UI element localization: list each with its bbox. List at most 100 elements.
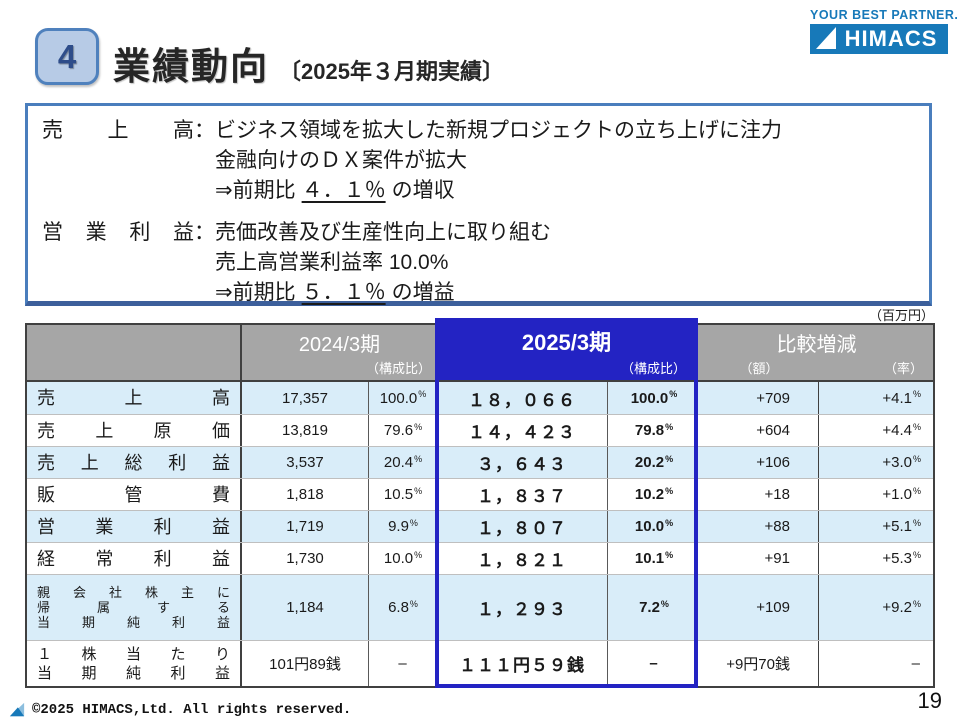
company-logo: YOUR BEST PARTNER. HIMACS [810, 8, 959, 54]
table-row: 営業利益 1,719 9.9% １，８０７ 10.0% +88 +5.1% [27, 510, 933, 542]
cell-diff-rate: +5.3% [818, 543, 933, 574]
cell-diff-rate: – [818, 641, 933, 686]
cell-diff-rate: +4.1% [818, 382, 933, 414]
summary-block-operating-profit: 営業利益：売価改善及び生産性向上に取り組む 売上高営業利益率 10.0% ⇒前期… [28, 218, 929, 308]
cell-diff-rate: +4.4% [818, 415, 933, 446]
page-title: 業績動向 [113, 46, 269, 87]
row-item-label: 当期純利益 [37, 615, 230, 630]
table-row: 販管費 1,818 10.5% １，８３７ 10.2% +18 +1.0% [27, 478, 933, 510]
cell-fy2024-value: 101円89銭 [240, 641, 368, 686]
header-item-blank [27, 325, 240, 380]
table-row: １株当たり 当期純利益 101円89銭 – １１１円５９銭 – +9円70銭 – [27, 640, 933, 686]
cell-diff-rate: +9.2% [818, 575, 933, 640]
cell-fy2024-value: 1,719 [240, 511, 368, 542]
sail-triangle-icon [816, 27, 836, 49]
row-item-label: 売上原価 [37, 420, 230, 441]
cell-fy2024-pct: 9.9% [368, 511, 437, 542]
cell-fy2024-pct: 100.0% [368, 382, 437, 414]
cell-fy2025-value: １，８３７ [477, 487, 567, 506]
cell-fy2025-pct: 10.2% [607, 479, 700, 510]
row-item-label: 帰属する [37, 600, 230, 615]
header-diff-rate: （率） [883, 361, 923, 376]
himacs-logo-icon [9, 702, 25, 717]
summary-line: 金融向けのＤＸ案件が拡大 [215, 149, 467, 172]
summary-highlight-value: ４．１％ [301, 179, 386, 202]
cell-fy2025-pct: 10.1% [607, 543, 700, 574]
summary-highlight-value: ５．１％ [301, 281, 386, 304]
cell-fy2024-pct: 79.6% [368, 415, 437, 446]
summary-box: 売上高 ： ビジネス領域を拡大した新規プロジェクトの立ち上げに注力 金融向けのＤＸ案… [25, 103, 932, 306]
summary-arrow-prefix: ⇒前期比 [215, 179, 296, 202]
cell-diff-amount: +109 [756, 599, 790, 616]
cell-fy2025-value: ３，６４３ [477, 455, 567, 474]
page-title-area: 業績動向 〔2025年３月期実績〕 [113, 36, 504, 90]
page-subtitle: 〔2025年３月期実績〕 [279, 59, 504, 84]
row-item-label: 当期純利益 [37, 664, 230, 682]
row-item-label: 親会社株主に [37, 585, 230, 600]
cell-diff-rate: +1.0% [818, 479, 933, 510]
cell-fy2025-pct: 100.0% [607, 382, 700, 414]
logo-box: HIMACS [810, 24, 948, 54]
cell-fy2024-value: 1,818 [240, 479, 368, 510]
header-fy2024: 2024/3期 （構成比） [240, 325, 437, 380]
summary-block-sales: 売上高：ビジネス領域を拡大した新規プロジェクトの立ち上げに注力 金融向けのＤＸ案… [28, 116, 929, 206]
cell-fy2024-value: 1,730 [240, 543, 368, 574]
cell-fy2024-value: 3,537 [240, 447, 368, 478]
footer: ©2025 HIMACS,Ltd. All rights reserved. [8, 702, 351, 718]
row-item-label: 経常利益 [37, 548, 230, 569]
row-item-label: 売上総利益 [37, 452, 230, 473]
summary-colon: ： [194, 221, 215, 244]
logo-brand: HIMACS [844, 26, 938, 51]
summary-label: 売上高 [42, 119, 194, 142]
cell-diff-rate: +3.0% [818, 447, 933, 478]
cell-fy2024-pct: – [368, 641, 437, 686]
header-diff-amount: （額） [739, 361, 779, 376]
logo-tagline: YOUR BEST PARTNER. [810, 8, 959, 22]
cell-fy2025-pct: 7.2% [607, 575, 700, 640]
cell-fy2025-value: １４，４２３ [468, 423, 576, 442]
cell-diff-amount: +106 [756, 454, 790, 471]
summary-label: 営業利益 [42, 221, 194, 244]
cell-fy2024-pct: 10.5% [368, 479, 437, 510]
page-number: 19 [917, 688, 942, 713]
cell-diff-amount: +88 [764, 518, 790, 535]
cell-diff-amount: +18 [764, 486, 790, 503]
table-row: 親会社株主に 帰属する 当期純利益 1,184 6.8% １，２９３ 7.2% … [27, 574, 933, 640]
table-row: 売上原価 13,819 79.6% １４，４２３ 79.8% +604 +4.4… [27, 414, 933, 446]
financial-results-table: 2024/3期 （構成比） 比較増減 （額） （率） 売上高 17,357 10… [25, 318, 935, 688]
cell-fy2024-pct: 10.0% [368, 543, 437, 574]
table-row: 売上総利益 3,537 20.4% ３，６４３ 20.2% +106 +3.0% [27, 446, 933, 478]
header-diff-label: 比較増減 [776, 334, 857, 356]
cell-fy2025-value: １，８２１ [477, 551, 567, 570]
section-number-badge: 4 [35, 28, 99, 85]
row-item-label: １株当たり [37, 645, 230, 663]
table-header-row: 2024/3期 （構成比） 比較増減 （額） （率） [27, 325, 933, 382]
unit-note: （百万円） [868, 308, 934, 323]
cell-fy2024-value: 1,184 [240, 575, 368, 640]
cell-fy2025-value: １，２９３ [477, 600, 567, 619]
cell-fy2025-pct: 10.0% [607, 511, 700, 542]
cell-fy2024-pct: 6.8% [368, 575, 437, 640]
table-row: 経常利益 1,730 10.0% １，８２１ 10.1% +91 +5.3% [27, 542, 933, 574]
cell-fy2025-value: １，８０７ [477, 519, 567, 538]
cell-fy2025-pct: 79.8% [607, 415, 700, 446]
copyright-text: ©2025 HIMACS,Ltd. All rights reserved. [32, 702, 352, 718]
summary-arrow-prefix: ⇒前期比 [215, 281, 296, 304]
cell-fy2025-pct: – [607, 641, 700, 686]
row-item-label: 売上高 [37, 388, 230, 408]
cell-diff-rate: +5.1% [818, 511, 933, 542]
cell-fy2025-value: １１１円５９銭 [459, 656, 585, 675]
summary-arrow-suffix: の増益 [391, 281, 455, 304]
section-number: 4 [57, 37, 77, 75]
header-fy2025-underlay [437, 325, 700, 380]
row-item-label: 販管費 [37, 484, 230, 505]
header-diff: 比較増減 （額） （率） [700, 325, 933, 380]
cell-fy2025-value: １８，０６６ [468, 390, 576, 410]
summary-line: ビジネス領域を拡大した新規プロジェクトの立ち上げに注力 [215, 119, 782, 142]
summary-arrow-suffix: の増収 [391, 179, 455, 202]
header-fy2024-label: 2024/3期 [298, 334, 381, 356]
cell-diff-amount: +604 [756, 422, 790, 439]
cell-diff-amount: +9円70銭 [726, 656, 790, 673]
cell-fy2024-value: 17,357 [240, 382, 368, 414]
